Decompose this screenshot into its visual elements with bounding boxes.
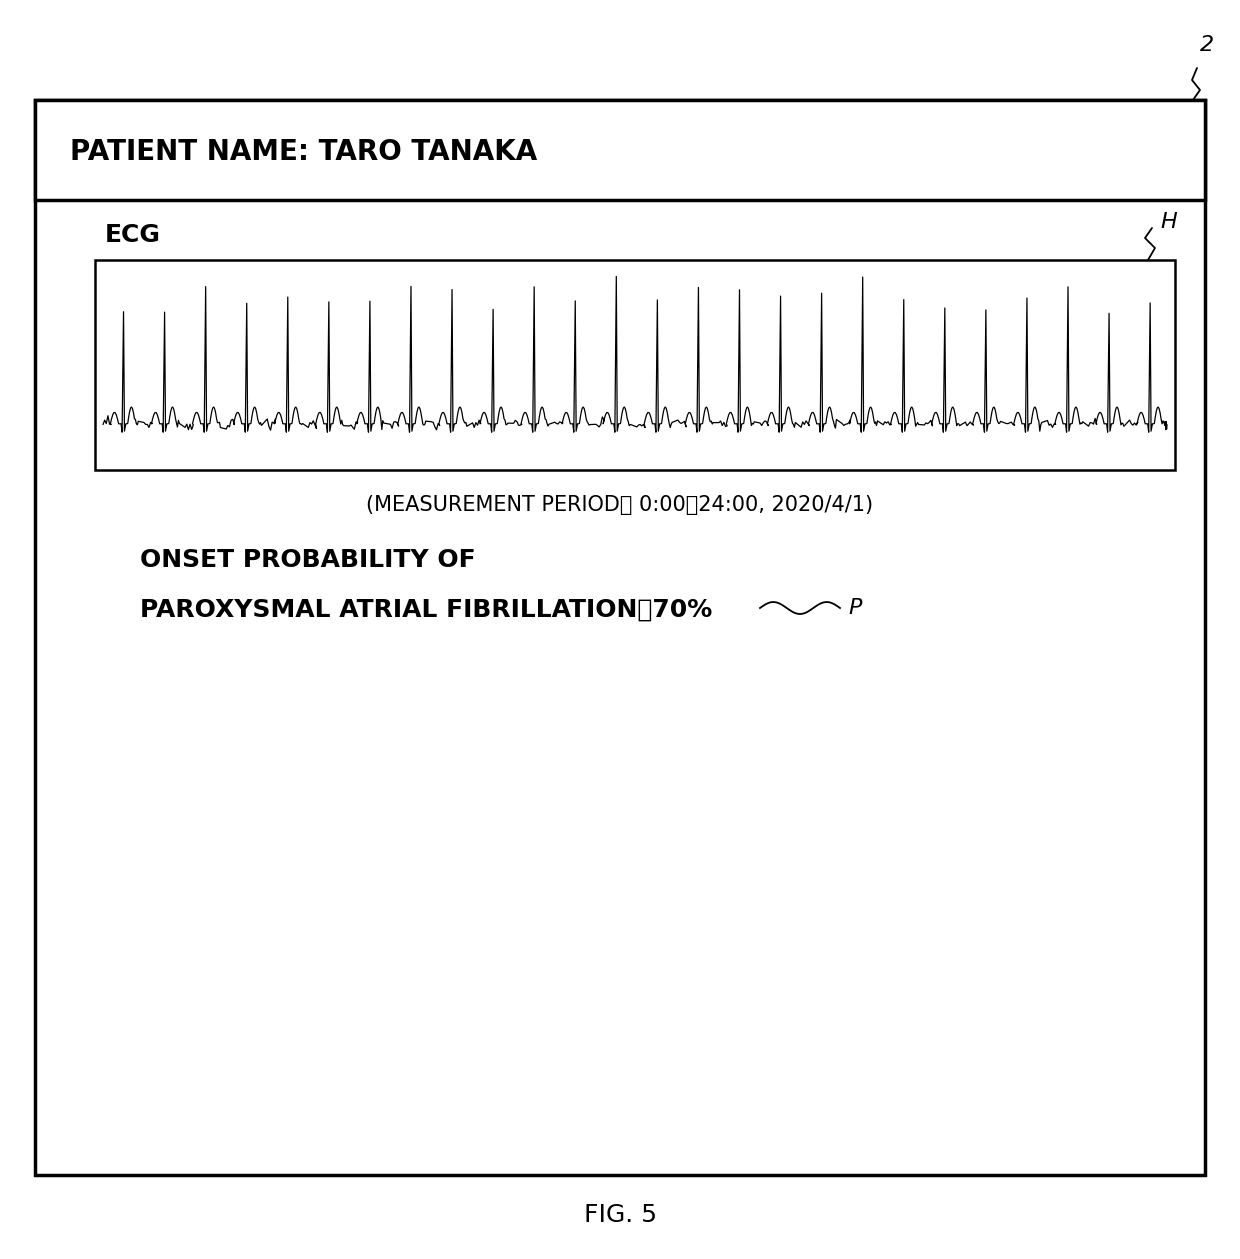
Text: H: H <box>1159 212 1177 232</box>
Text: P: P <box>848 598 862 618</box>
Text: PATIENT NAME: TARO TANAKA: PATIENT NAME: TARO TANAKA <box>69 138 537 166</box>
Text: (MEASUREMENT PERIOD： 0:00～24:00, 2020/4/1): (MEASUREMENT PERIOD： 0:00～24:00, 2020/4/… <box>367 495 873 515</box>
Text: FIG. 5: FIG. 5 <box>584 1204 656 1228</box>
Bar <box>35 99 1205 1175</box>
Text: ECG: ECG <box>105 223 161 247</box>
Bar <box>95 261 1176 470</box>
Text: 2: 2 <box>1200 35 1214 55</box>
Bar <box>35 99 1205 200</box>
Text: ONSET PROBABILITY OF: ONSET PROBABILITY OF <box>140 548 476 572</box>
Text: PAROXYSMAL ATRIAL FIBRILLATION：70%: PAROXYSMAL ATRIAL FIBRILLATION：70% <box>140 598 712 622</box>
